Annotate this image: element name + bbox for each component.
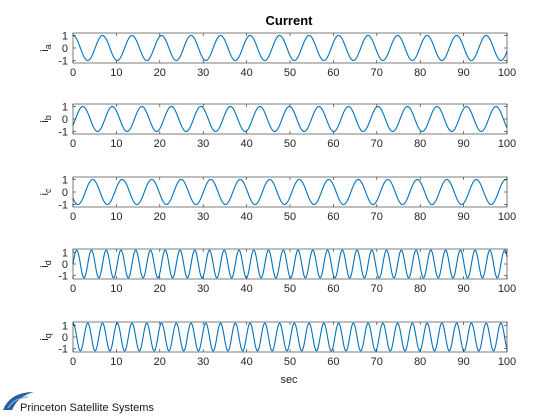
x-tick-label: 60 bbox=[327, 283, 339, 295]
x-tick-label: 60 bbox=[327, 138, 339, 150]
y-axis-label-d: id bbox=[39, 260, 53, 267]
x-tick-label: 50 bbox=[284, 356, 296, 368]
y-tick-label: 0 bbox=[62, 43, 68, 55]
y-tick-label: -1 bbox=[58, 56, 68, 68]
x-tick-label: 30 bbox=[197, 356, 209, 368]
logo-swoosh-inner-icon bbox=[7, 396, 29, 409]
x-tick-label: 90 bbox=[457, 356, 469, 368]
y-tick-label: -1 bbox=[58, 127, 68, 139]
series-line-d bbox=[72, 249, 508, 279]
logo-swoosh-icon bbox=[3, 392, 34, 410]
x-tick-label: 40 bbox=[240, 138, 252, 150]
x-tick-label: 60 bbox=[327, 356, 339, 368]
x-tick-label: 20 bbox=[154, 211, 166, 223]
axes-box bbox=[72, 176, 508, 208]
series-line-q bbox=[72, 322, 508, 352]
x-tick-label: 0 bbox=[70, 283, 76, 295]
y-axis-label-q: iq bbox=[39, 333, 53, 340]
x-tick-label: 90 bbox=[457, 283, 469, 295]
x-tick-label: 20 bbox=[154, 67, 166, 79]
x-tick-label: 70 bbox=[371, 283, 383, 295]
x-tick-label: 80 bbox=[414, 283, 426, 295]
x-tick-label: 30 bbox=[197, 283, 209, 295]
x-tick-label: 100 bbox=[498, 67, 516, 79]
x-tick-label: 10 bbox=[110, 356, 122, 368]
x-tick-label: 0 bbox=[70, 211, 76, 223]
y-tick-label: 0 bbox=[62, 259, 68, 271]
y-axis-label-c: ic bbox=[39, 188, 53, 195]
x-tick-label: 90 bbox=[457, 67, 469, 79]
x-tick-label: 20 bbox=[154, 283, 166, 295]
series-line-b bbox=[72, 105, 508, 133]
y-tick-label: -1 bbox=[58, 271, 68, 283]
x-tick-label: 80 bbox=[414, 356, 426, 368]
x-tick-label: 40 bbox=[240, 67, 252, 79]
x-tick-label: 20 bbox=[154, 356, 166, 368]
logo-text: Princeton Satellite Systems bbox=[20, 402, 154, 414]
x-tick-label: 50 bbox=[284, 283, 296, 295]
x-tick-label: 100 bbox=[498, 211, 516, 223]
y-tick-label: 1 bbox=[62, 320, 68, 332]
x-tick-label: 70 bbox=[371, 211, 383, 223]
series-line-c bbox=[72, 178, 508, 206]
y-tick-label: 0 bbox=[62, 332, 68, 344]
x-tick-label: 70 bbox=[371, 67, 383, 79]
chart-title: Current bbox=[266, 13, 314, 28]
x-tick-label: 0 bbox=[70, 67, 76, 79]
x-tick-label: 100 bbox=[498, 356, 516, 368]
y-axis-label-b: ib bbox=[39, 115, 53, 122]
x-axis-label: sec bbox=[280, 374, 298, 386]
y-tick-label: 1 bbox=[62, 175, 68, 187]
y-tick-label: 0 bbox=[62, 114, 68, 126]
x-tick-label: 80 bbox=[414, 67, 426, 79]
x-tick-label: 40 bbox=[240, 211, 252, 223]
x-tick-label: 60 bbox=[327, 67, 339, 79]
x-tick-label: 90 bbox=[457, 138, 469, 150]
y-tick-label: 1 bbox=[62, 247, 68, 259]
x-tick-label: 40 bbox=[240, 283, 252, 295]
y-tick-label: -1 bbox=[58, 200, 68, 212]
x-tick-label: 60 bbox=[327, 211, 339, 223]
y-tick-label: 0 bbox=[62, 187, 68, 199]
series-line-a bbox=[72, 34, 508, 62]
x-tick-label: 0 bbox=[70, 138, 76, 150]
x-tick-label: 50 bbox=[284, 138, 296, 150]
x-tick-label: 90 bbox=[457, 211, 469, 223]
x-tick-label: 10 bbox=[110, 211, 122, 223]
y-tick-label: 1 bbox=[62, 102, 68, 114]
x-tick-label: 70 bbox=[371, 356, 383, 368]
x-tick-label: 100 bbox=[498, 283, 516, 295]
y-tick-label: -1 bbox=[58, 344, 68, 356]
x-tick-label: 30 bbox=[197, 138, 209, 150]
x-tick-label: 30 bbox=[197, 67, 209, 79]
x-tick-label: 30 bbox=[197, 211, 209, 223]
x-tick-label: 70 bbox=[371, 138, 383, 150]
x-tick-label: 10 bbox=[110, 283, 122, 295]
axes-box bbox=[72, 32, 508, 64]
y-tick-label: 1 bbox=[62, 31, 68, 43]
x-tick-label: 50 bbox=[284, 211, 296, 223]
x-tick-label: 100 bbox=[498, 138, 516, 150]
x-tick-label: 80 bbox=[414, 211, 426, 223]
x-tick-label: 40 bbox=[240, 356, 252, 368]
x-tick-label: 50 bbox=[284, 67, 296, 79]
y-axis-label-a: ia bbox=[39, 44, 53, 51]
company-logo: Princeton Satellite Systems bbox=[3, 392, 154, 414]
x-tick-label: 80 bbox=[414, 138, 426, 150]
axes-box bbox=[72, 103, 508, 135]
x-tick-label: 10 bbox=[110, 138, 122, 150]
x-tick-label: 20 bbox=[154, 138, 166, 150]
x-tick-label: 0 bbox=[70, 356, 76, 368]
x-tick-label: 10 bbox=[110, 67, 122, 79]
